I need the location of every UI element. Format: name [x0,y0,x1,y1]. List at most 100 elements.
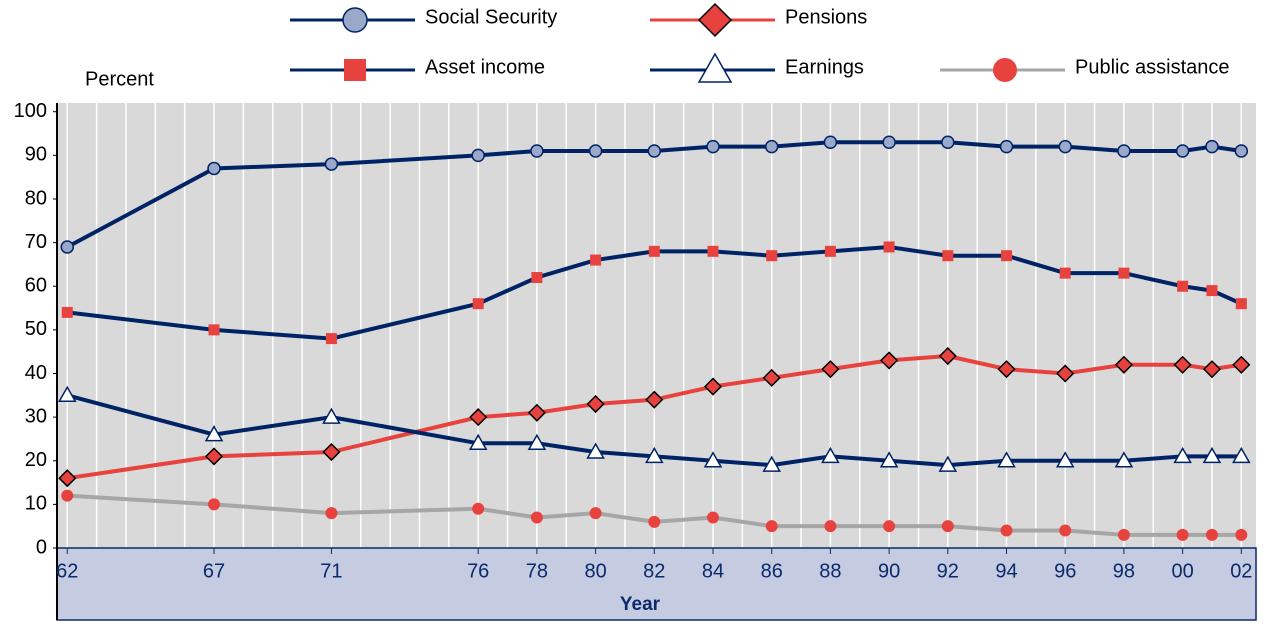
y-tick-label: 100 [14,100,47,122]
x-tick-label: 76 [467,560,489,582]
y-tick-label: 80 [25,187,47,209]
marker [706,139,720,154]
x-tick-label: 94 [995,560,1017,582]
marker [1173,446,1192,464]
x-tick-label: 82 [643,560,665,582]
y-axis-label: Percent [85,68,154,90]
marker [322,407,341,424]
marker [204,425,224,442]
marker [941,520,954,533]
marker [342,7,368,33]
marker [1177,280,1189,292]
x-axis-band [56,547,1257,621]
marker [942,250,954,262]
legend-label: Pensions [785,6,867,28]
series-line [67,493,1242,537]
marker [586,394,605,414]
marker [765,520,778,533]
legend-label: Asset income [425,56,545,78]
marker [1059,524,1072,537]
marker [823,135,838,150]
marker [58,469,77,488]
x-tick-label: 96 [1054,560,1076,582]
marker [471,148,485,163]
marker [472,502,485,515]
marker [824,245,836,257]
legend-label: Social Security [425,6,557,28]
series-line [66,354,1242,481]
marker [1205,139,1219,154]
marker [468,433,488,451]
marker [999,139,1014,154]
marker [61,489,74,502]
marker [880,351,899,370]
x-tick-label: 92 [937,560,959,582]
marker [645,390,664,409]
x-tick-label: 67 [203,560,225,582]
marker [531,272,543,284]
marker [997,451,1016,468]
marker [208,498,221,511]
x-tick-label: 71 [320,560,342,582]
marker [703,377,723,396]
marker [208,324,220,336]
marker [697,52,733,83]
marker [60,240,75,254]
marker [997,360,1016,379]
x-tick-label: 02 [1230,560,1252,582]
marker [325,507,338,520]
marker [821,446,840,464]
x-tick-label: 62 [56,560,78,582]
marker [1175,144,1190,158]
series-line [67,244,1243,341]
marker [762,368,781,387]
x-tick-label: 84 [702,560,724,582]
marker [322,442,341,462]
marker [1205,528,1218,541]
marker [1001,250,1013,262]
marker [57,385,77,403]
marker [204,447,224,466]
marker [697,2,733,38]
marker [1114,451,1134,468]
x-tick-label: 86 [761,560,783,582]
marker [1059,267,1071,279]
marker [647,144,662,158]
x-tick-label: 98 [1113,560,1135,582]
marker [324,157,339,171]
marker [883,241,895,253]
marker [1055,451,1075,468]
marker [645,446,664,464]
y-tick-label: 60 [25,275,47,297]
series-line [66,140,1242,249]
marker [824,520,837,533]
x-tick-label: 88 [819,560,841,582]
marker [590,254,602,266]
marker [879,451,899,468]
marker [941,135,955,150]
marker [472,298,484,310]
marker [883,520,896,533]
marker [1234,144,1249,158]
marker [1235,528,1248,541]
marker [1206,285,1218,297]
marker [1235,298,1247,310]
marker [207,161,221,176]
marker [707,245,719,257]
y-tick-label: 90 [25,144,47,166]
marker [938,346,957,366]
x-tick-label: 00 [1171,560,1193,582]
marker [648,515,661,528]
x-tick-label: 90 [878,560,900,582]
x-tick-label: 80 [584,560,606,582]
marker [344,59,366,81]
legend-label: Earnings [785,56,864,78]
marker [527,433,547,451]
marker [1114,355,1133,374]
plot-background [57,103,1256,548]
marker [764,139,779,154]
marker [1117,144,1131,158]
y-tick-label: 0 [36,536,47,558]
marker [993,58,1017,82]
